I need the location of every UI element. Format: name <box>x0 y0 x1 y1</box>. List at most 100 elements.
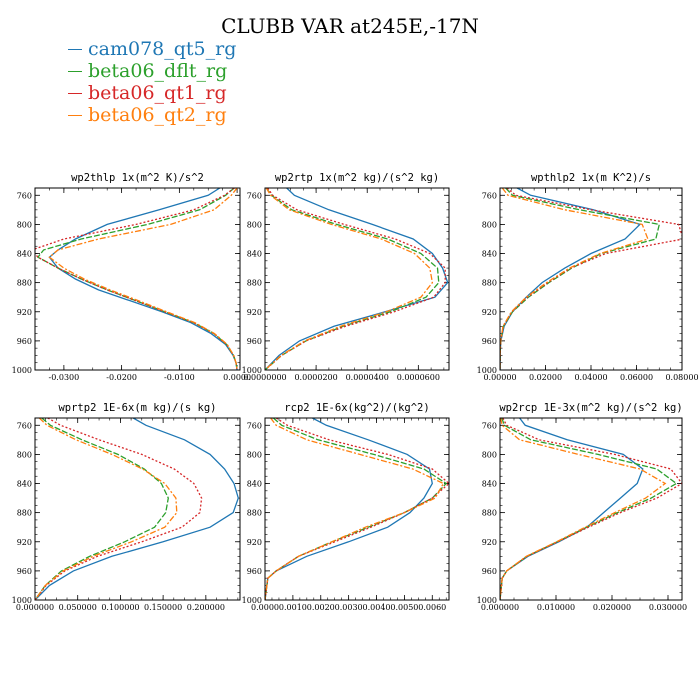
y-tick-label: 1000 <box>12 596 32 605</box>
y-tick-label: 760 <box>247 421 262 430</box>
panel-title: wpthlp2 1x(m K^2)/s <box>531 172 651 184</box>
x-tick-label: 0.06000 <box>620 373 653 382</box>
y-tick-label: 840 <box>17 250 32 259</box>
legend-label: beta06_qt2_rg <box>88 104 227 126</box>
y-tick-label: 840 <box>247 250 262 259</box>
series-line <box>500 418 667 600</box>
panel-title: rcp2 1E-6x(kg^2)/(kg^2) <box>284 402 429 414</box>
y-tick-label: 880 <box>17 509 32 518</box>
series-line <box>48 188 238 370</box>
y-tick-label: 800 <box>17 450 32 459</box>
x-tick-label: 0.150000 <box>144 603 182 612</box>
legend-swatch <box>68 70 82 72</box>
series-line <box>35 418 203 600</box>
series-line <box>500 188 649 370</box>
y-tick-label: 920 <box>247 538 262 547</box>
series-line <box>265 188 449 370</box>
series-line <box>500 188 682 370</box>
legend-swatch <box>68 92 82 94</box>
y-tick-label: 840 <box>482 250 497 259</box>
y-tick-label: 1000 <box>12 366 32 375</box>
x-tick-label: 0.0000 <box>251 603 279 612</box>
panel-title: wp2rcp 1E-3x(m^2 kg)/(s^2 kg) <box>499 402 682 414</box>
x-tick-label: 0.0000 <box>223 373 251 382</box>
y-tick-label: 800 <box>482 450 497 459</box>
y-tick-label: 760 <box>482 421 497 430</box>
series-line <box>265 418 445 600</box>
plot-frame <box>34 417 241 601</box>
y-tick-label: 800 <box>482 220 497 229</box>
series-line <box>35 418 169 600</box>
x-tick-label: 0.0020 <box>307 603 335 612</box>
panel-title: wprtp2 1E-6x(m kg)/(s kg) <box>58 402 216 414</box>
x-tick-label: 0.0060 <box>418 603 446 612</box>
y-tick-label: 800 <box>247 220 262 229</box>
series-line <box>500 188 661 370</box>
y-tick-label: 960 <box>247 567 262 576</box>
series-line <box>265 188 434 370</box>
chart-panel: rcp2 1E-6x(kg^2)/(kg^2) 760 800 840 880 920 96… <box>242 402 450 612</box>
series-line <box>500 188 642 370</box>
series-line <box>265 418 449 600</box>
y-tick-label: 960 <box>482 337 497 346</box>
y-tick-label: 760 <box>17 421 32 430</box>
series-line <box>48 188 238 370</box>
x-tick-label: 0.0000600 <box>397 373 440 382</box>
series-line <box>500 418 644 600</box>
y-tick-label: 800 <box>247 450 262 459</box>
legend-label: beta06_dflt_rg <box>88 60 228 82</box>
chart-panel: wp2rcp 1E-3x(m^2 kg)/(s^2 kg)760 800 840 88… <box>477 402 687 612</box>
series-line <box>35 188 238 370</box>
y-tick-label: 960 <box>247 337 262 346</box>
y-tick-label: 880 <box>247 509 262 518</box>
y-tick-label: 920 <box>17 308 32 317</box>
x-tick-label: 0.010000 <box>537 603 575 612</box>
series-line <box>500 418 682 600</box>
x-tick-label: 0.030000 <box>649 603 687 612</box>
x-tick-label: 0.050000 <box>59 603 97 612</box>
panel-title: wp2rtp 1x(m^2 kg)/(s^2 kg) <box>275 172 439 184</box>
legend-swatch <box>68 114 82 116</box>
x-tick-label: 0.000000 <box>16 603 54 612</box>
y-tick-label: 800 <box>17 220 32 229</box>
y-tick-label: 760 <box>247 191 262 200</box>
y-tick-label: 920 <box>482 538 497 547</box>
y-tick-label: 880 <box>247 279 262 288</box>
x-tick-label: 0.02000 <box>529 373 562 382</box>
legend: cam078_qt5_rg beta06_dflt_rg beta06_qt1_… <box>68 38 236 126</box>
legend-label: cam078_qt5_rg <box>88 38 237 60</box>
x-tick-label: 0.000000 <box>481 603 519 612</box>
plot-frame <box>499 187 683 371</box>
y-tick-label: 840 <box>482 480 497 489</box>
x-tick-label: -0.0200 <box>106 373 137 382</box>
y-tick-label: 1000 <box>477 366 497 375</box>
series-line <box>265 188 440 370</box>
y-tick-label: 1000 <box>477 596 497 605</box>
plot-frame <box>499 417 683 601</box>
x-tick-label: 0.0010 <box>279 603 307 612</box>
series-line <box>265 418 433 600</box>
y-tick-label: 960 <box>482 567 497 576</box>
y-tick-label: 840 <box>17 480 32 489</box>
y-tick-label: 920 <box>247 308 262 317</box>
chart-panel: wprtp2 1E-6x(m kg)/(s kg) 760 800 840 880 920… <box>12 402 241 612</box>
x-tick-label: 0.00000 <box>483 373 516 382</box>
x-tick-label: 0.0000200 <box>294 373 337 382</box>
series-line <box>35 418 178 600</box>
y-tick-label: 1000 <box>242 596 262 605</box>
y-tick-label: 1000 <box>242 366 262 375</box>
chart-panel: wp2thlp 1x(m^2 K)/s^2 760 800 840 880 920 960 1… <box>12 172 251 382</box>
legend-label: beta06_qt1_rg <box>88 82 227 104</box>
plot-frame <box>34 187 241 371</box>
y-tick-label: 880 <box>17 279 32 288</box>
y-tick-label: 920 <box>482 308 497 317</box>
y-tick-label: 880 <box>482 279 497 288</box>
legend-entry: cam078_qt5_rg <box>68 38 236 60</box>
chart-panel: wp2rtp 1x(m^2 kg)/(s^2 kg) 760 800 840 880 92… <box>242 172 450 382</box>
x-tick-label: 0.0040 <box>363 603 391 612</box>
x-tick-label: -0.0100 <box>164 373 195 382</box>
panel-title: wp2thlp 1x(m^2 K)/s^2 <box>71 172 204 184</box>
y-tick-label: 760 <box>17 191 32 200</box>
x-tick-label: 0.100000 <box>101 603 139 612</box>
